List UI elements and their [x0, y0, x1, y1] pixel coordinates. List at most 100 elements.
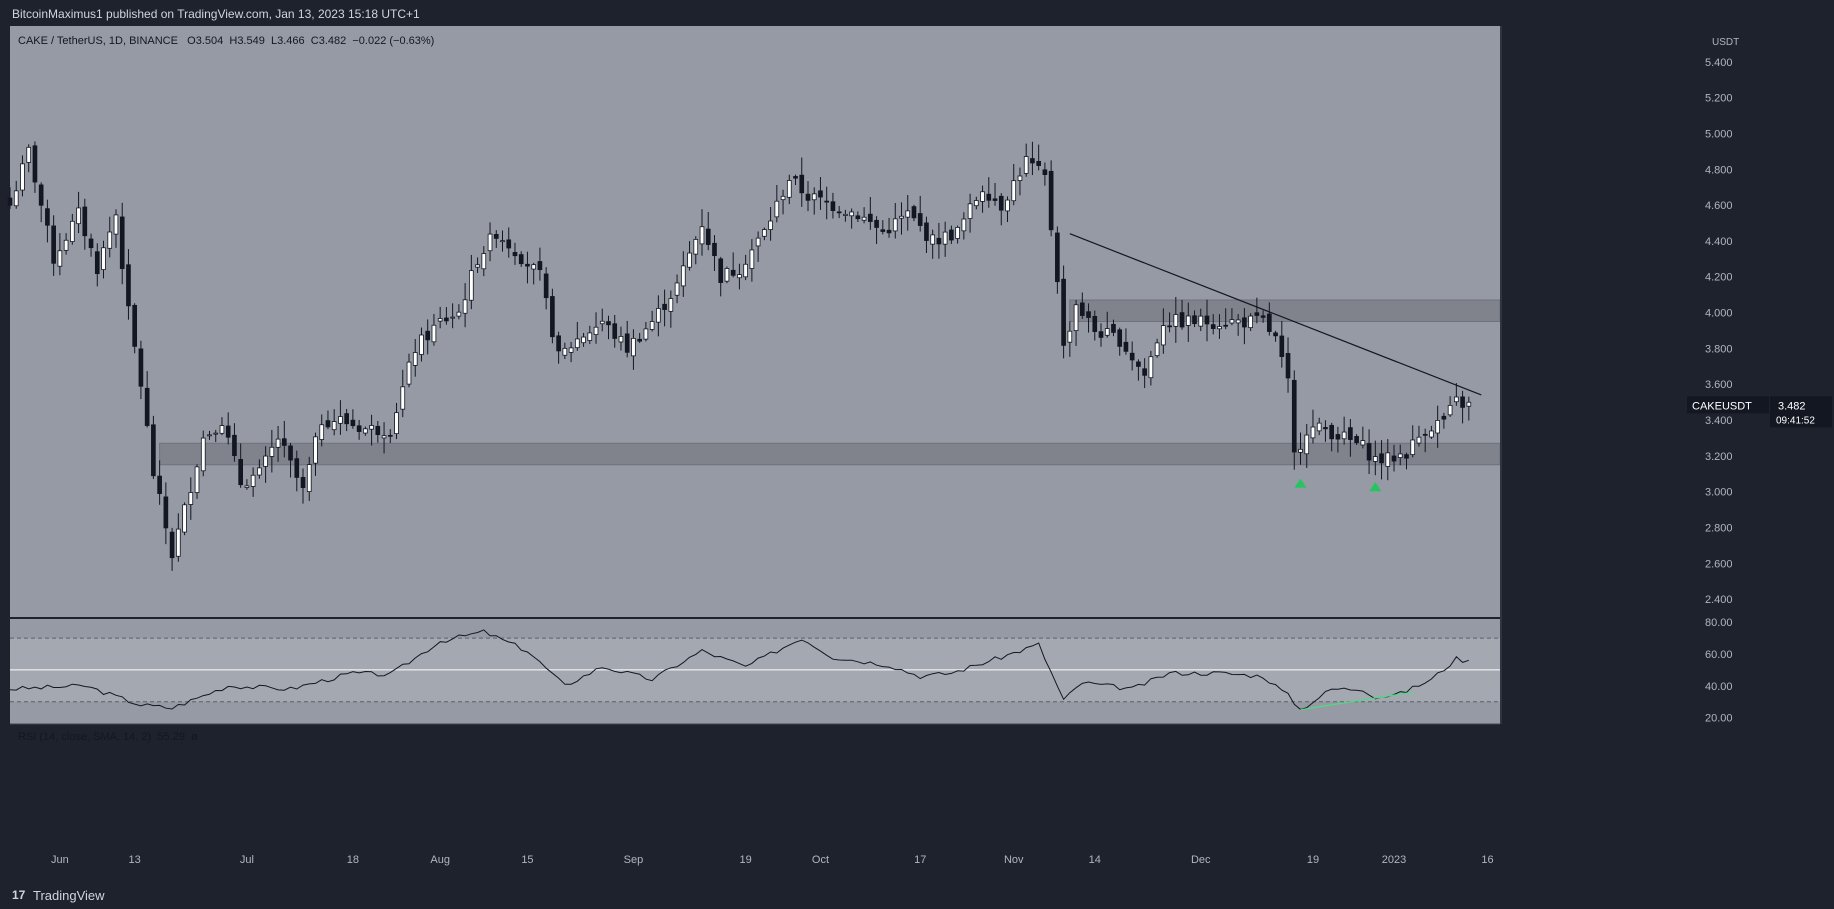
candle-down[interactable] — [855, 215, 861, 220]
candle-down[interactable] — [512, 252, 518, 257]
candle-up[interactable] — [469, 270, 474, 301]
candle-up[interactable] — [101, 247, 106, 270]
candle-down[interactable] — [126, 264, 131, 307]
candle-up[interactable] — [643, 328, 649, 340]
candle-up[interactable] — [961, 218, 967, 232]
candle-up[interactable] — [1023, 156, 1029, 174]
candle-down[interactable] — [1079, 302, 1085, 316]
candle-up[interactable] — [394, 412, 399, 435]
candle-down[interactable] — [144, 387, 150, 426]
candle-down[interactable] — [1192, 315, 1197, 325]
candle-down[interactable] — [1254, 312, 1260, 316]
candle-up[interactable] — [487, 233, 493, 252]
candle-up[interactable] — [1073, 304, 1079, 332]
candle-down[interactable] — [1404, 454, 1409, 459]
candle-down[interactable] — [662, 303, 667, 310]
candle-down[interactable] — [51, 225, 56, 264]
candle-down[interactable] — [805, 193, 811, 201]
rsi-line[interactable] — [9, 629, 1469, 710]
candle-up[interactable] — [363, 428, 368, 434]
candle-up[interactable] — [749, 249, 755, 269]
candle-down[interactable] — [1036, 160, 1041, 166]
candle-up[interactable] — [1067, 330, 1073, 343]
candle-up[interactable] — [687, 252, 692, 268]
candle-up[interactable] — [693, 239, 699, 255]
candle-up[interactable] — [699, 226, 705, 245]
candle-up[interactable] — [338, 416, 343, 424]
candle-up[interactable] — [406, 361, 412, 385]
candle-up[interactable] — [1435, 420, 1440, 434]
candle-up[interactable] — [1148, 356, 1154, 379]
tradingview-brand[interactable]: TradingView — [33, 888, 105, 903]
candle-up[interactable] — [412, 352, 418, 366]
candle-up[interactable] — [456, 311, 462, 317]
candle-up[interactable] — [419, 334, 424, 355]
candle-up[interactable] — [194, 466, 200, 493]
candle-up[interactable] — [331, 421, 337, 431]
candle-up[interactable] — [13, 190, 19, 207]
candle-up[interactable] — [1017, 175, 1023, 181]
candle-up[interactable] — [76, 207, 81, 225]
candle-down[interactable] — [138, 348, 144, 387]
candle-down[interactable] — [232, 434, 237, 457]
candle-up[interactable] — [967, 203, 973, 219]
candle-up[interactable] — [319, 424, 325, 440]
candle-up[interactable] — [63, 239, 69, 251]
candle-down[interactable] — [818, 190, 823, 198]
candle-down[interactable] — [1441, 415, 1447, 420]
candle-down[interactable] — [1348, 427, 1353, 440]
candle-down[interactable] — [612, 323, 618, 339]
candle-down[interactable] — [1260, 315, 1266, 318]
candle-down[interactable] — [712, 242, 717, 257]
candle-down[interactable] — [880, 229, 886, 232]
candle-down[interactable] — [1335, 434, 1341, 440]
candle-down[interactable] — [493, 234, 499, 239]
candle-down[interactable] — [88, 238, 94, 249]
candle-up[interactable] — [649, 321, 655, 330]
price-scale[interactable] — [1500, 26, 1834, 724]
candle-up[interactable] — [1217, 326, 1222, 330]
candle-down[interactable] — [344, 413, 349, 425]
candle-up[interactable] — [437, 318, 443, 322]
candle-up[interactable] — [275, 438, 281, 448]
candle-down[interactable] — [1117, 329, 1123, 347]
candle-down[interactable] — [1366, 443, 1372, 461]
candle-down[interactable] — [1042, 169, 1048, 175]
candle-up[interactable] — [1235, 319, 1241, 324]
candle-up[interactable] — [1466, 401, 1472, 407]
candle-up[interactable] — [1397, 453, 1403, 458]
candle-up[interactable] — [400, 386, 406, 410]
candle-down[interactable] — [1379, 453, 1384, 464]
candle-down[interactable] — [924, 222, 929, 241]
candle-down[interactable] — [238, 459, 244, 486]
candle-down[interactable] — [1285, 353, 1291, 379]
candle-down[interactable] — [868, 213, 873, 222]
candle-down[interactable] — [119, 216, 125, 269]
candle-down[interactable] — [82, 206, 88, 237]
candle-up[interactable] — [843, 213, 848, 216]
candle-up[interactable] — [531, 264, 537, 270]
candle-down[interactable] — [1204, 315, 1210, 325]
candle-down[interactable] — [1092, 316, 1098, 332]
tradingview-logo-icon[interactable]: 17 — [12, 888, 26, 902]
time-axis[interactable] — [0, 725, 1834, 879]
candle-up[interactable] — [1248, 315, 1253, 329]
candle-up[interactable] — [674, 282, 680, 296]
candle-up[interactable] — [70, 220, 75, 242]
candle-down[interactable] — [537, 261, 543, 271]
candle-up[interactable] — [581, 336, 586, 344]
candle-down[interactable] — [637, 338, 642, 342]
candle-up[interactable] — [942, 231, 948, 245]
candle-down[interactable] — [556, 335, 561, 352]
descending-resistance-line[interactable] — [1069, 233, 1482, 396]
candle-up[interactable] — [899, 215, 904, 219]
candle-down[interactable] — [1055, 232, 1060, 283]
candle-down[interactable] — [1086, 311, 1091, 318]
candle-up[interactable] — [568, 347, 574, 353]
candle-up[interactable] — [1316, 422, 1322, 432]
candle-down[interactable] — [157, 475, 162, 494]
candle-down[interactable] — [350, 419, 356, 427]
candle-down[interactable] — [550, 296, 555, 338]
candle-up[interactable] — [1454, 396, 1459, 403]
candle-down[interactable] — [998, 195, 1004, 211]
